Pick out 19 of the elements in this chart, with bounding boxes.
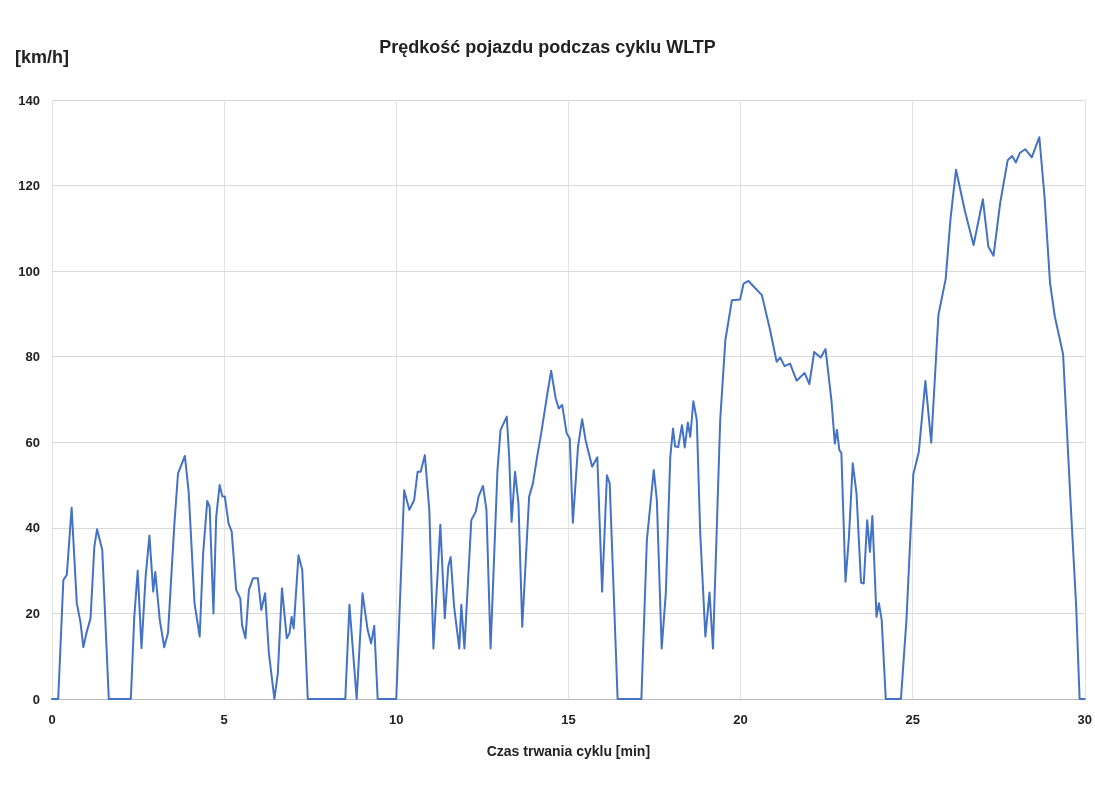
line-series <box>51 136 1086 700</box>
x-tick-label: 30 <box>1077 712 1092 727</box>
y-tick-label: 60 <box>25 434 40 450</box>
y-tick-label: 40 <box>25 520 40 536</box>
y-tick-label: 140 <box>18 92 40 108</box>
x-tick-label: 0 <box>48 712 56 727</box>
x-tick-label: 5 <box>220 712 228 727</box>
x-axis-title: Czas trwania cyklu [min] <box>486 743 651 759</box>
y-tick-label: 20 <box>25 605 40 621</box>
y-tick-label: 100 <box>18 263 40 279</box>
chart-title: Prędkość pojazdu podczas cyklu WLTP <box>379 37 716 57</box>
y-tick-label: 120 <box>18 178 40 194</box>
y-tick-label: 0 <box>32 691 40 707</box>
x-tick-label: 15 <box>561 712 576 727</box>
x-tick-label: 10 <box>389 712 404 727</box>
x-tick-label: 25 <box>905 712 920 727</box>
y-axis-title: [km/h] <box>15 47 69 67</box>
y-tick-label: 80 <box>25 349 40 365</box>
x-tick-label: 20 <box>733 712 748 727</box>
